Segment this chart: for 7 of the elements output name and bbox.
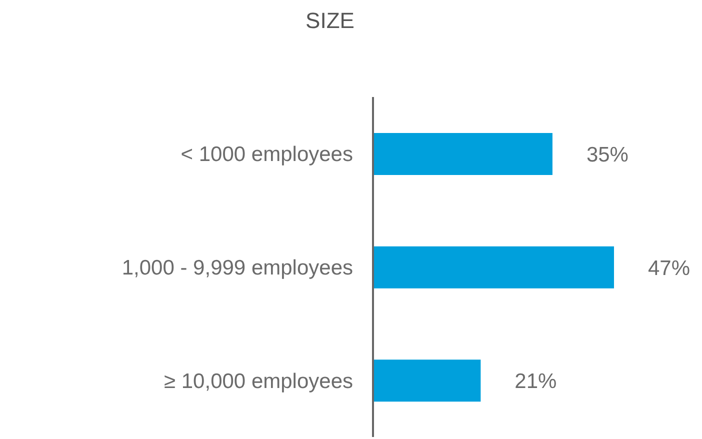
y-tick-label: ≥ 10,000 employees (164, 370, 353, 393)
chart-title: SIZE (304, 8, 356, 34)
data-label: 21% (514, 370, 557, 394)
y-tick-label: < 1000 employees (180, 143, 353, 166)
data-label: 47% (648, 256, 690, 280)
data-label: 35% (586, 143, 628, 166)
y-tick-label: 1,000 - 9,999 employees (122, 256, 353, 280)
